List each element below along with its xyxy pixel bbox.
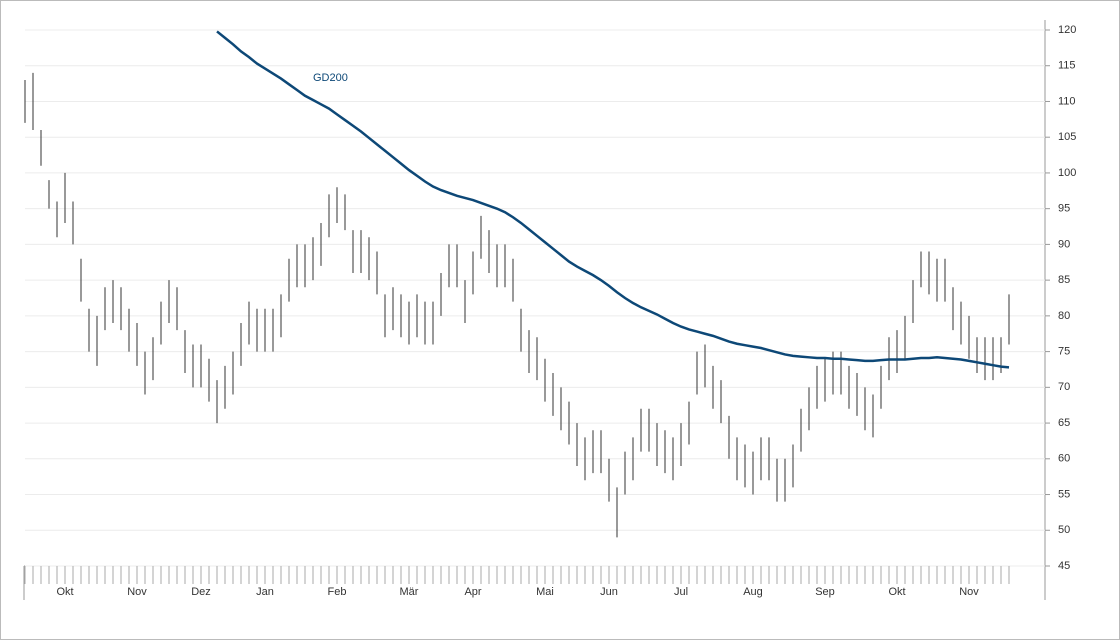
x-tick-label: Okt (56, 586, 73, 598)
y-tick-label: 80 (1058, 310, 1070, 322)
y-tick-label: 115 (1058, 60, 1076, 72)
x-tick-label: Jan (256, 586, 274, 598)
y-tick-label: 105 (1058, 131, 1076, 143)
series-label: GD200 (313, 72, 348, 84)
x-tick-label: Jun (600, 586, 618, 598)
y-tick-label: 110 (1058, 95, 1076, 107)
x-tick-label: Sep (815, 586, 835, 598)
y-tick-label: 70 (1058, 381, 1070, 393)
y-tick-label: 45 (1058, 560, 1070, 572)
y-tick-label: 50 (1058, 524, 1070, 536)
x-tick-label: Nov (127, 586, 147, 598)
y-tick-label: 65 (1058, 417, 1070, 429)
x-tick-label: Aug (743, 586, 763, 598)
x-tick-label: Nov (959, 586, 979, 598)
y-tick-label: 100 (1058, 167, 1076, 179)
y-tick-label: 95 (1058, 203, 1070, 215)
y-tick-label: 75 (1058, 346, 1070, 358)
x-tick-label: Okt (888, 586, 905, 598)
moving-average-line (216, 30, 1010, 369)
x-tick-label: Apr (464, 586, 481, 598)
x-tick-label: Feb (328, 586, 347, 598)
y-tick-label: 90 (1058, 238, 1070, 250)
x-tick-label: Jul (674, 586, 688, 598)
x-tick-label: Mär (400, 586, 419, 598)
y-tick-label: 85 (1058, 274, 1070, 286)
x-tick-label: Dez (191, 586, 211, 598)
y-tick-label: 120 (1058, 24, 1076, 36)
y-tick-label: 55 (1058, 488, 1070, 500)
y-tick-label: 60 (1058, 453, 1070, 465)
x-tick-label: Mai (536, 586, 554, 598)
